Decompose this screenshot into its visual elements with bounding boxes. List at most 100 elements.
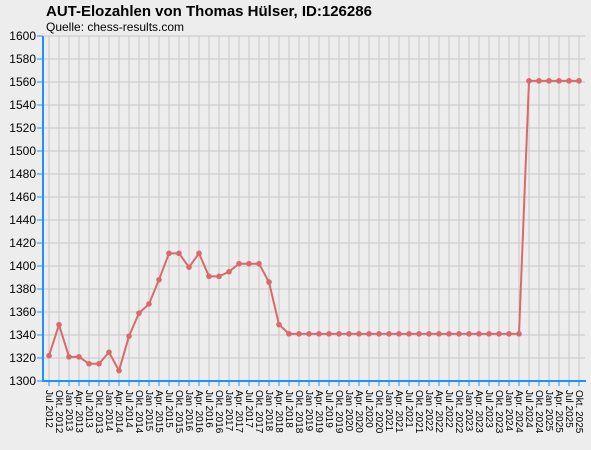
data-point [286,331,292,337]
x-tick-label: Jul 2023 [483,390,494,428]
data-point [296,331,302,337]
x-tick-label: Apr. 2023 [473,390,484,433]
data-point [396,331,402,337]
x-tick-label: Okt. 2020 [373,390,384,434]
x-tick-label: Okt. 2025 [573,390,584,434]
x-tick-label: Apr. 2024 [513,390,524,433]
x-tick-label: Okt. 2013 [93,390,104,434]
x-tick-label: Okt. 2024 [533,390,544,434]
x-axis-ticks [48,381,580,386]
x-tick-label: Jan 2015 [143,390,154,432]
x-tick-label: Jul 2018 [283,390,294,428]
y-tick-label: 1380 [9,282,36,296]
x-tick-label: Jul 2024 [523,390,534,428]
data-point [456,331,462,337]
x-tick-label: Jan 2016 [183,390,194,432]
x-tick-label: Okt. 2018 [293,390,304,434]
plot-area [44,36,585,381]
data-point [366,331,372,337]
y-tick-label: 1300 [9,374,36,388]
x-tick-label: Jan 2024 [503,390,514,432]
x-tick-label: Jul 2013 [83,390,94,428]
x-tick-label: Jul 2012 [43,390,54,428]
data-point [356,331,362,337]
data-point [386,331,392,337]
y-tick-label: 1480 [9,167,36,181]
x-tick-label: Jul 2021 [403,390,414,428]
data-point [406,331,412,337]
x-tick-label: Jul 2020 [363,390,374,428]
x-tick-label: Okt. 2017 [253,390,264,434]
data-point [46,352,52,359]
data-point [526,78,532,84]
y-tick-label: 1420 [9,236,36,250]
x-tick-label: Jan 2017 [223,390,234,432]
x-tick-label: Okt. 2015 [173,390,184,434]
x-tick-label: Okt. 2021 [413,390,424,434]
y-tick-label: 1320 [9,351,36,365]
data-point [116,367,122,374]
data-point [346,331,352,337]
data-point [146,301,152,307]
y-tick-label: 1540 [9,98,36,112]
y-tick-label: 1360 [9,305,36,319]
x-tick-label: Jul 2025 [563,390,574,428]
x-tick-label: Okt. 2014 [133,390,144,434]
x-tick-label: Jul 2019 [323,390,334,428]
data-point [266,279,272,285]
data-point [466,331,472,337]
data-point [416,331,422,337]
data-point [76,354,82,360]
data-point [326,331,332,337]
data-point [256,260,262,267]
data-point [156,277,162,283]
x-tick-label: Okt. 2016 [213,390,224,434]
x-tick-label: Jan 2021 [383,390,394,432]
x-tick-label: Apr. 2014 [113,390,124,433]
data-point [126,333,132,339]
data-point [426,331,432,337]
data-point [206,273,212,280]
data-point [246,260,252,267]
x-tick-label: Jul 2014 [123,390,134,428]
y-tick-labels: 1300 1320 1340 1360 1380 1400 1420 1440 1460 1480… [9,29,36,388]
y-axis-ticks [37,35,43,382]
x-tick-label: Jan 2022 [423,390,434,432]
data-point [226,268,232,275]
x-tick-label: Jul 2016 [203,390,214,428]
horizontal-gridlines [44,35,585,382]
x-tick-label: Jan 2013 [63,390,74,432]
y-tick-label: 1340 [9,328,36,342]
data-point [236,260,242,267]
data-point [186,264,192,270]
data-point [566,78,572,84]
chart-subtitle: Quelle: chess-results.com [46,20,185,34]
x-tick-label: Jul 2017 [243,390,254,428]
data-point [486,331,492,337]
x-tick-label: Jan 2023 [463,390,474,432]
data-point [536,78,542,84]
data-point [276,321,282,328]
y-tick-label: 1600 [9,29,36,43]
data-point [136,310,142,316]
data-point [56,321,62,328]
data-point [86,360,92,367]
data-point [336,331,342,337]
x-tick-label: Apr. 2022 [433,390,444,433]
x-tick-label: Okt. 2012 [53,390,64,434]
data-point [176,250,182,257]
y-tick-label: 1560 [9,75,36,89]
x-tick-label: Jul 2022 [443,390,454,428]
data-point [106,349,112,356]
data-point [546,78,552,84]
x-tick-label: Apr. 2021 [393,390,404,433]
data-point [556,78,562,84]
x-tick-label: Apr. 2017 [233,390,244,433]
x-tick-label: Apr. 2018 [273,390,284,433]
data-point [316,331,322,337]
data-point [166,250,172,257]
data-point [96,360,102,367]
x-tick-label: Okt. 2023 [493,390,504,434]
data-point [576,78,582,84]
